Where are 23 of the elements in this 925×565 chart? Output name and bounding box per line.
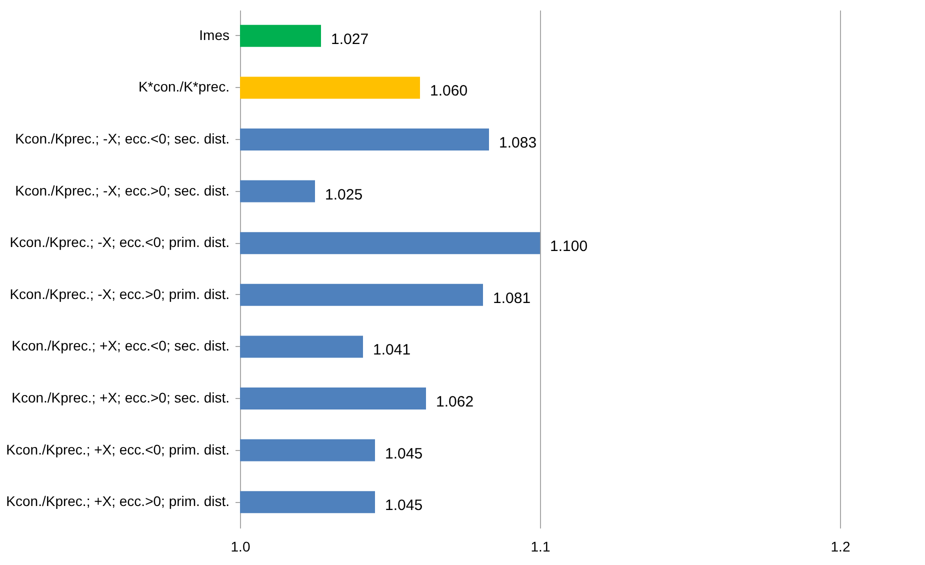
y-tick-label: Kcon./Kprec.; -X; ecc.<0; prim. dist. — [10, 234, 230, 250]
data-label: 1.045 — [385, 497, 423, 514]
y-tick-label: Kcon./Kprec.; -X; ecc.>0; prim. dist. — [10, 286, 230, 302]
data-label: 1.027 — [331, 30, 369, 48]
y-tick-label: Kcon./Kprec.; +X; ecc.<0; sec. dist. — [12, 338, 230, 354]
y-tick-label: Kcon./Kprec.; +X; ecc.>0; prim. dist. — [6, 493, 230, 510]
data-label: 1.081 — [493, 290, 531, 307]
data-label: 1.062 — [436, 394, 474, 410]
y-tick-label: K*con./K*prec. — [138, 78, 230, 95]
y-tick-label: Kcon./Kprec.; +X; ecc.<0; prim. dist. — [6, 441, 230, 458]
x-tick-label: 1.1 — [530, 538, 550, 554]
data-label: 1.100 — [550, 238, 588, 256]
y-tick-label: Imes — [199, 26, 230, 43]
y-tick-label: Kcon./Kprec.; +X; ecc.>0; sec. dist. — [12, 390, 230, 406]
data-label: 1.045 — [385, 445, 423, 462]
x-tick-label: 1.0 — [230, 538, 250, 554]
x-tick-label: 1.2 — [830, 538, 850, 554]
y-tick-label: Kcon./Kprec.; -X; ecc.<0; sec. dist. — [15, 130, 230, 146]
data-label: 1.083 — [499, 134, 537, 152]
y-tick-label: Kcon./Kprec.; -X; ecc.>0; sec. dist. — [15, 182, 230, 198]
data-label: 1.060 — [430, 82, 468, 100]
data-label: 1.041 — [373, 342, 411, 359]
data-label: 1.025 — [325, 186, 363, 204]
